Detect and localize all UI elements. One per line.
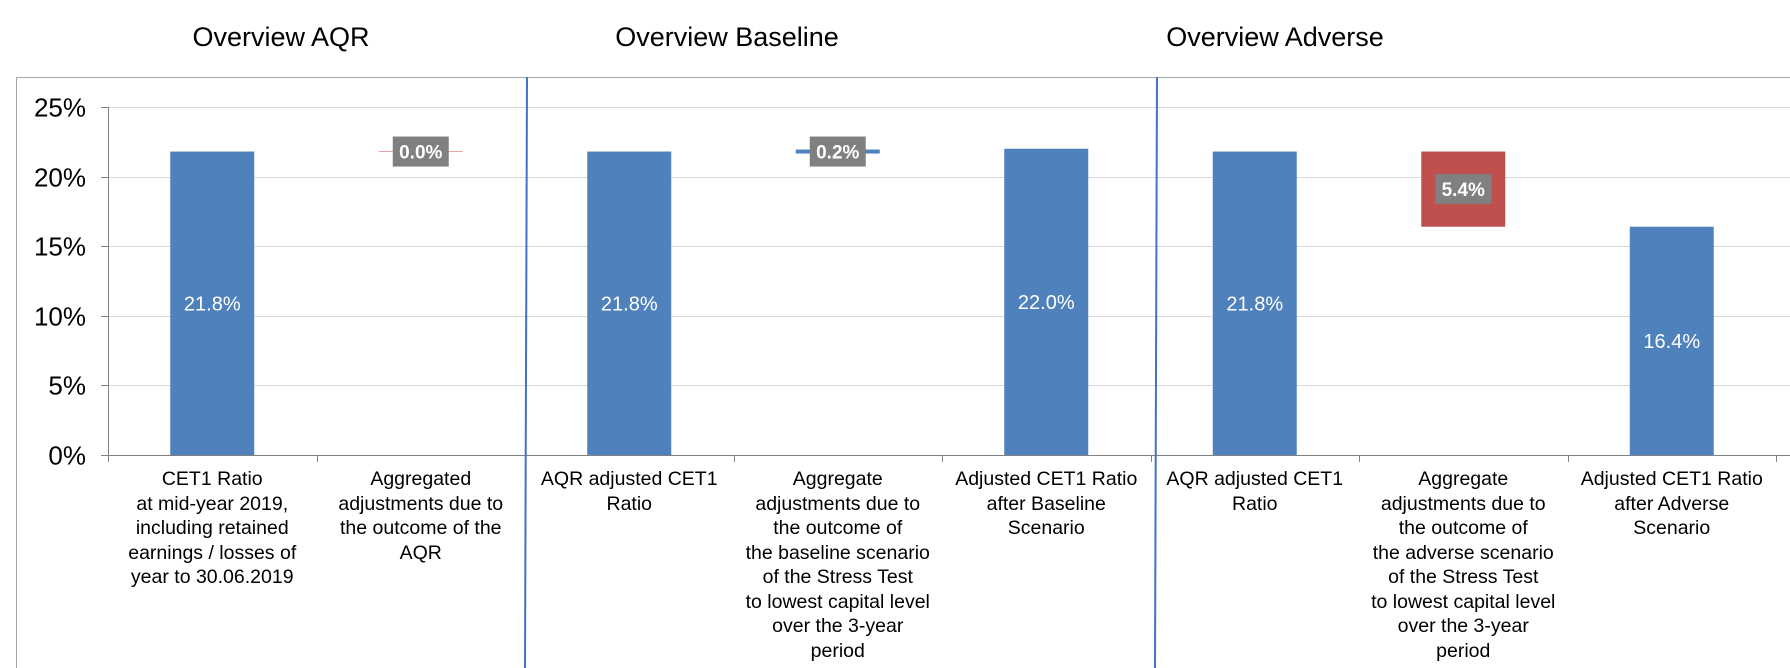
section-title-baseline: Overview Baseline (615, 22, 839, 52)
bar-total (1212, 151, 1297, 455)
delta-label-box (392, 136, 449, 167)
bar-value-label: 16.4% (1643, 331, 1700, 353)
delta-value-label: 0.2% (816, 143, 859, 164)
delta-value-label: 0.0% (399, 143, 442, 164)
bar-total (170, 151, 255, 455)
delta-label-box (1435, 174, 1492, 205)
chart-frame (16, 77, 1790, 668)
bar-total (587, 151, 672, 455)
category-label: AQR adjusted CET1 Ratio (1166, 468, 1344, 515)
bar-value-label: 21.8% (1226, 293, 1283, 315)
section-divider (524, 76, 528, 668)
delta-label-box (809, 136, 866, 167)
section-title-aqr: Overview AQR (192, 22, 370, 52)
y-tick-label: 10% (34, 302, 86, 332)
y-tick-label: 15% (34, 232, 86, 262)
bar-total (1004, 148, 1089, 455)
category-label: Aggregate adjustments due to the outcome… (745, 468, 930, 662)
bar-value-label: 22.0% (1018, 292, 1075, 314)
bar-value-label: 21.8% (601, 293, 658, 315)
category-label: CET1 Ratio at mid-year 2019, including r… (128, 468, 297, 588)
category-label: Aggregated adjustments due to the outcom… (338, 468, 504, 564)
y-tick-label: 5% (48, 371, 86, 401)
section-divider (1154, 76, 1158, 668)
delta-value-label: 5.4% (1442, 180, 1485, 201)
category-label: Adjusted CET1 Ratio after Adverse Scenar… (1580, 468, 1763, 539)
y-tick-label: 0% (48, 441, 86, 471)
category-label: Aggregate adjustments due to the outcome… (1371, 468, 1556, 662)
y-tick-label: 20% (34, 163, 86, 193)
bar-total (1629, 226, 1714, 455)
bar-value-label: 21.8% (184, 293, 241, 315)
category-label: Adjusted CET1 Ratio after Baseline Scena… (955, 468, 1138, 539)
section-title-adverse: Overview Adverse (1166, 22, 1384, 52)
y-tick-label: 25% (34, 93, 86, 123)
category-label: AQR adjusted CET1 Ratio (540, 468, 718, 515)
